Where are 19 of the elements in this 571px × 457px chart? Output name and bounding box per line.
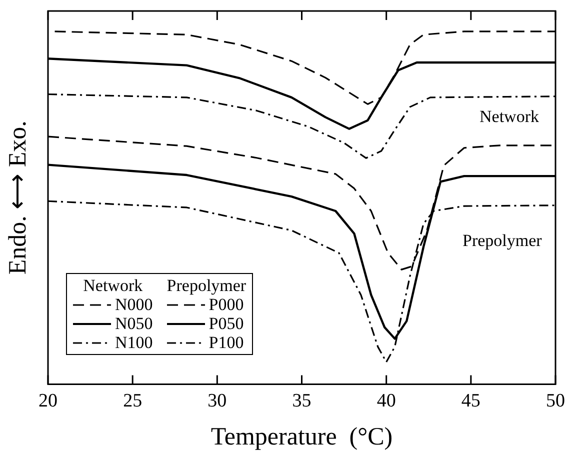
- annotation: Prepolymer: [462, 231, 542, 251]
- annotation: Network: [82, 276, 144, 295]
- x-axis-title: Temperature (°C): [210, 424, 393, 451]
- x-tick-label: 45: [461, 390, 480, 412]
- x-tick-label: 25: [123, 390, 142, 412]
- x-tick-label: 35: [292, 390, 312, 412]
- annotation: Prepolymer: [166, 276, 246, 295]
- x-tick-label: 50: [546, 390, 565, 412]
- legend-label: P050: [208, 314, 244, 333]
- legend-label: N000: [115, 295, 153, 314]
- annotation: Network: [480, 107, 539, 127]
- x-tick-label: 40: [376, 390, 396, 412]
- x-tick-label: 20: [38, 390, 58, 412]
- legend-label: P000: [208, 295, 244, 314]
- x-tick-label: 30: [208, 390, 227, 412]
- legend-label: P100: [208, 333, 244, 352]
- y-axis-title: Endo. ⟷ Exo.: [4, 120, 32, 275]
- legend-label: N050: [115, 314, 153, 333]
- legend-label: N100: [115, 333, 153, 352]
